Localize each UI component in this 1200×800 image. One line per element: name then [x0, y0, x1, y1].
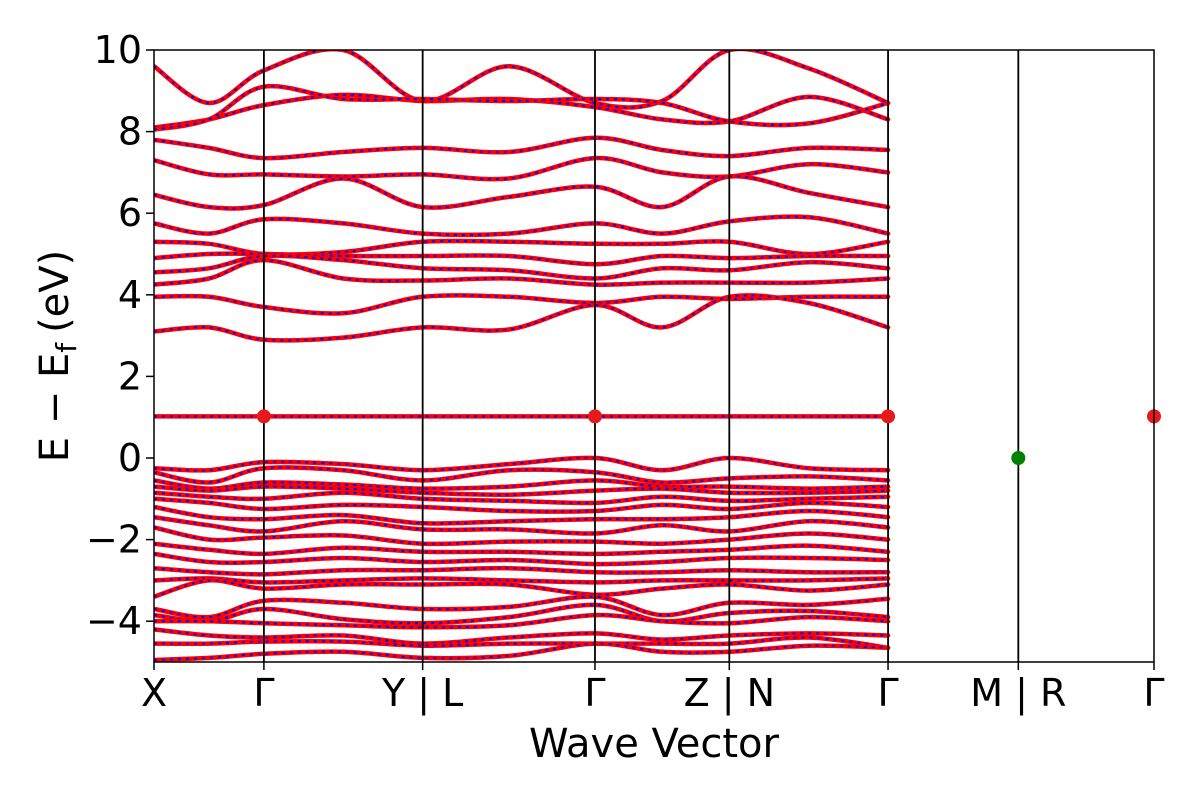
band-line-blue-20 — [154, 506, 889, 525]
x-tick-label-0: X — [141, 671, 167, 715]
x-tick-label-2: Y | L — [381, 671, 463, 716]
band-line-blue-32 — [154, 636, 889, 649]
plot-frame — [153, 49, 1155, 663]
cbm-marker-0 — [256, 409, 271, 424]
kpoint-lines — [263, 50, 1020, 662]
band-line-blue-0 — [154, 50, 889, 109]
band-line-red-28 — [154, 594, 891, 620]
bands-layer — [154, 50, 891, 662]
x-axis-ticks: X Γ Y | L Γ Z | N Γ M | R Γ — [141, 662, 1165, 716]
band-line-blue-29 — [154, 603, 889, 625]
band-line-blue-31 — [154, 628, 889, 645]
y-axis-label-unit: (eV) — [32, 250, 78, 333]
band-line-blue-17 — [154, 485, 889, 496]
y-axis-ticks: −4 −2 0 2 4 6 8 10 — [86, 28, 154, 643]
y-axis-label-main: E − E — [32, 353, 78, 463]
x-axis-label: Wave Vector — [529, 721, 780, 767]
y-tick-label-5: 6 — [118, 191, 142, 235]
band-line-blue-2 — [154, 85, 889, 131]
band-line-blue-18 — [154, 491, 889, 505]
band-line-blue-16 — [154, 479, 889, 490]
vbm-marker-4 — [1011, 451, 1026, 465]
band-line-blue-12 — [154, 294, 889, 342]
band-line-blue-10 — [154, 259, 889, 286]
band-line-blue-11 — [154, 294, 889, 315]
band-line-blue-22 — [154, 526, 889, 545]
band-line-blue-23 — [154, 542, 889, 555]
x-tick-label-6: M | R — [970, 671, 1066, 716]
x-tick-label-7: Γ — [1143, 671, 1164, 715]
band-line-blue-33 — [154, 642, 889, 661]
y-tick-label-2: 0 — [118, 436, 142, 480]
band-line-blue-4 — [154, 157, 889, 181]
band-line-blue-24 — [154, 552, 889, 566]
band-line-blue-26 — [154, 577, 889, 584]
y-tick-label-1: −2 — [86, 518, 142, 562]
band-line-blue-19 — [154, 497, 889, 513]
cbm-marker-2 — [881, 409, 896, 424]
band-line-blue-1 — [154, 93, 889, 129]
x-tick-label-5: Γ — [877, 671, 898, 715]
band-line-blue-27 — [154, 579, 889, 598]
band-line-blue-3 — [154, 136, 889, 160]
band-line-red-6 — [154, 214, 891, 238]
x-tick-label-4: Z | N — [684, 671, 775, 716]
cbm-marker-1 — [587, 409, 602, 424]
y-tick-label-7: 10 — [94, 28, 142, 72]
x-tick-label-3: Γ — [584, 671, 605, 715]
y-axis-label: E − Ef (eV) — [32, 250, 83, 463]
band-line-blue-9 — [154, 254, 889, 280]
y-tick-label-4: 4 — [118, 273, 142, 317]
band-line-blue-8 — [154, 252, 889, 266]
y-tick-label-3: 2 — [118, 354, 142, 398]
band-line-blue-5 — [154, 175, 889, 210]
band-line-blue-7 — [154, 239, 889, 256]
band-line-blue-30 — [154, 614, 889, 629]
band-line-blue-21 — [154, 516, 889, 535]
y-tick-label-0: −4 — [86, 599, 142, 643]
y-axis-label-sub: f — [50, 342, 83, 353]
y-tick-label-6: 8 — [118, 110, 142, 154]
band-line-blue-14 — [154, 456, 889, 472]
x-tick-label-1: Γ — [253, 671, 274, 715]
band-line-red-15 — [154, 465, 891, 485]
band-line-blue-25 — [154, 567, 889, 576]
